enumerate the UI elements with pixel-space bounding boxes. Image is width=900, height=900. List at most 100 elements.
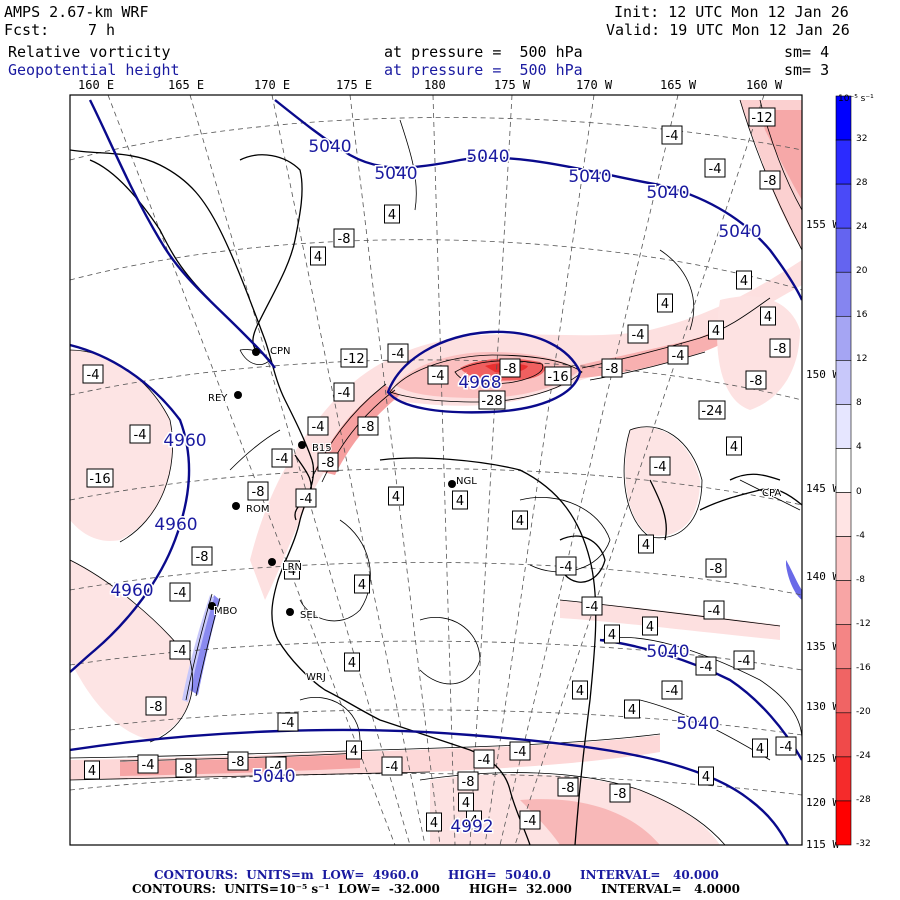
vorticity-value-label: 4	[604, 624, 620, 644]
field1-smoothing: sm= 4	[784, 43, 830, 61]
svg-text:-4: -4	[134, 428, 147, 443]
colorbar-swatch	[835, 624, 852, 670]
svg-text:-16: -16	[89, 472, 110, 487]
svg-text:4: 4	[608, 628, 616, 643]
vorticity-value-label: -28	[478, 390, 506, 410]
vorticity-upper-right-core	[760, 110, 802, 200]
lat-label: 150 W	[806, 368, 840, 381]
svg-text:-8: -8	[774, 342, 787, 357]
svg-text:-4: -4	[87, 368, 100, 383]
svg-text:-4: -4	[282, 716, 295, 731]
vorticity-value-label: 4	[466, 810, 482, 830]
city-label: CPN	[270, 346, 291, 357]
vorticity-value-label: 4	[458, 792, 474, 812]
height-contour-label: 5040	[252, 767, 295, 787]
svg-text:-4: -4	[700, 660, 713, 675]
svg-text:-8: -8	[606, 362, 619, 377]
colorbar	[835, 95, 852, 846]
height-contour-layer	[70, 99, 802, 845]
colorbar-swatch	[835, 536, 852, 581]
lat-label: 115 W	[806, 838, 840, 851]
vorticity-value-label: -4	[555, 556, 577, 576]
vorticity-value-label: -8	[769, 338, 791, 358]
vorticity-value-label: -8	[333, 228, 355, 248]
svg-text:4: 4	[730, 440, 738, 455]
vorticity-value-label: -8	[745, 370, 767, 390]
colorbar-swatch	[835, 271, 852, 317]
vorticity-value-label: 4	[572, 680, 588, 700]
vorticity-value-label: -16	[86, 468, 114, 488]
city-label: REY	[208, 393, 228, 404]
svg-text:-8: -8	[764, 174, 777, 189]
vorticity-value-label: -4	[661, 680, 683, 700]
vorticity-value-label: 4	[638, 534, 654, 554]
colorbar-tick-label: 20	[856, 266, 868, 277]
lat-label: 140 W	[806, 570, 840, 583]
svg-text:4: 4	[462, 796, 470, 811]
vorticity-east-jet	[580, 300, 770, 378]
svg-text:4: 4	[661, 297, 669, 312]
city-label: LRN	[282, 562, 302, 573]
vorticity-value-label: -4	[519, 810, 541, 830]
model-title: AMPS 2.67-km WRF	[4, 3, 149, 21]
svg-text:-8: -8	[150, 700, 163, 715]
vorticity-value-label: -4	[667, 345, 689, 365]
lon-label: 160 E	[78, 78, 115, 92]
vorticity-value-label: -4	[704, 158, 726, 178]
svg-text:-4: -4	[300, 492, 313, 507]
height-contour-label: 4992	[450, 817, 493, 837]
vorticity-value-label: -8	[175, 758, 197, 778]
colorbar-tick-label: -20	[856, 706, 871, 717]
vorticity-positive-east	[786, 560, 802, 600]
vorticity-value-label: -8	[499, 358, 521, 378]
height-contour-label: 4960	[154, 515, 197, 535]
vorticity-value-label: -4	[581, 596, 603, 616]
colorbar-swatch	[835, 668, 852, 714]
footer-height-contours: CONTOURS: UNITS=m LOW= 4960.0 HIGH= 5040…	[154, 868, 719, 882]
svg-text:-8: -8	[562, 781, 575, 796]
city-label-layer: CPN REY B15 ROM LRN SEL WRJ MBO NGL CPA	[207, 345, 782, 684]
svg-text:-4: -4	[632, 328, 645, 343]
city-label: SEL	[300, 610, 319, 621]
vorticity-value-label: 4	[452, 490, 468, 510]
vorticity-value-label: -4	[381, 756, 403, 776]
vorticity-value-label: 4	[624, 699, 640, 719]
coastline-layer	[70, 149, 802, 845]
svg-text:-4: -4	[666, 684, 679, 699]
svg-text:-12: -12	[751, 111, 772, 126]
city-label: ROM	[246, 504, 269, 515]
vorticity-value-label: -4	[137, 754, 159, 774]
vorticity-value-label: -16	[544, 366, 572, 386]
vorticity-value-label: -12	[748, 107, 776, 127]
colorbar-tick-label: -32	[856, 839, 871, 849]
lon-label: 170 W	[576, 78, 613, 92]
colorbar-swatch	[835, 139, 852, 185]
colorbar-swatch	[835, 360, 852, 405]
vorticity-value-label: 4	[284, 560, 300, 580]
init-time: Init: 12 UTC Mon 12 Jan 26	[614, 3, 849, 21]
lat-label: 155 W	[806, 218, 840, 231]
vorticity-value-label: 4	[512, 510, 528, 530]
svg-text:-4: -4	[780, 740, 793, 755]
vorticity-value-label: -4	[733, 650, 755, 670]
svg-text:4: 4	[388, 208, 396, 223]
vorticity-value-label: -4	[427, 365, 449, 385]
svg-text:-4: -4	[392, 347, 405, 362]
vorticity-value-label: 4	[698, 766, 714, 786]
vorticity-value-label: -8	[705, 558, 727, 578]
vorticity-value-label: -4	[265, 756, 287, 776]
height-contour-label: 4968	[458, 373, 501, 393]
city-label: WRJ	[306, 672, 326, 683]
vorticity-value-label: -4	[295, 488, 317, 508]
svg-text:-4: -4	[142, 758, 155, 773]
colorbar-tick-label: 4	[856, 442, 862, 453]
svg-text:4: 4	[350, 744, 358, 759]
vorticity-bottom-right-core	[520, 799, 660, 845]
colorbar-tick-label: -16	[856, 662, 871, 673]
vorticity-value-label: 4	[657, 293, 673, 313]
svg-text:-8: -8	[504, 362, 517, 377]
colorbar-tick-label: 0	[856, 486, 862, 497]
colorbar-swatch	[835, 404, 852, 449]
